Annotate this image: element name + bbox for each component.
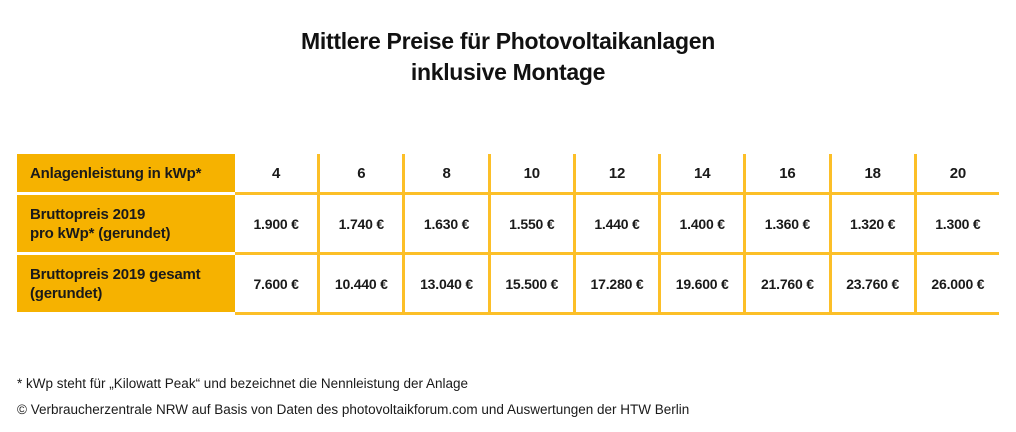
row-label-text-line2: (gerundet) [30,284,103,302]
price-per-kwp-cell: 1.550 € [490,195,573,252]
table-row-kwp: 4 6 8 10 12 14 16 18 20 [235,154,999,192]
row-label-text-line1: Bruttopreis 2019 [30,205,146,223]
total-price-cell: 17.280 € [575,255,659,312]
price-per-kwp-cell: 1.400 € [661,195,744,252]
row-label-bruttopreis-gesamt: Bruttopreis 2019 gesamt (gerundet) [17,255,235,312]
kwp-cell: 18 [831,154,914,192]
kwp-cell: 10 [490,154,573,192]
total-price-cell: 19.600 € [661,255,744,312]
table-row-preis-pro-kwp: 1.900 € 1.740 € 1.630 € 1.550 € 1.440 € … [235,195,999,252]
total-price-cell: 13.040 € [405,255,488,312]
table-data-area: 4 6 8 10 12 14 16 18 20 1.900 € 1.740 € … [235,154,999,315]
page-title: Mittlere Preise für Photovoltaikanlagen … [0,0,1016,88]
price-per-kwp-cell: 1.900 € [235,195,318,252]
total-price-cell: 21.760 € [746,255,829,312]
price-per-kwp-cell: 1.630 € [405,195,488,252]
total-price-cell: 10.440 € [320,255,403,312]
row-label-text-line2: pro kWp* (gerundet) [30,224,171,242]
total-price-cell: 7.600 € [235,255,318,312]
total-price-cell: 23.760 € [831,255,914,312]
row-label-text-line1: Bruttopreis 2019 gesamt [30,265,201,283]
price-per-kwp-cell: 1.300 € [916,195,999,252]
row-label-bruttopreis-pro-kwp: Bruttopreis 2019 pro kWp* (gerundet) [17,195,235,252]
kwp-cell: 8 [405,154,488,192]
kwp-cell: 12 [575,154,659,192]
kwp-cell: 4 [235,154,318,192]
price-per-kwp-cell: 1.320 € [831,195,914,252]
total-price-cell: 26.000 € [916,255,999,312]
table-row-preis-gesamt: 7.600 € 10.440 € 13.040 € 15.500 € 17.28… [235,255,999,312]
price-table: Anlagenleistung in kWp* Bruttopreis 2019… [17,154,999,315]
footnote-kwp-definition: * kWp steht für „Kilowatt Peak“ und beze… [17,376,469,391]
kwp-cell: 20 [916,154,999,192]
footnotes: * kWp steht für „Kilowatt Peak“ und beze… [17,375,1016,418]
kwp-cell: 16 [746,154,829,192]
price-per-kwp-cell: 1.740 € [320,195,403,252]
price-per-kwp-cell: 1.440 € [575,195,659,252]
price-per-kwp-cell: 1.360 € [746,195,829,252]
kwp-cell: 14 [661,154,744,192]
page-title-line2: inklusive Montage [410,59,606,85]
footnote-source-copyright: © Verbraucherzentrale NRW auf Basis von … [17,402,690,417]
total-price-cell: 15.500 € [490,255,573,312]
row-label-anlagenleistung: Anlagenleistung in kWp* [17,154,235,192]
kwp-cell: 6 [320,154,403,192]
page-title-line1: Mittlere Preise für Photovoltaikanlagen [301,28,715,54]
row-label-column: Anlagenleistung in kWp* Bruttopreis 2019… [17,154,235,315]
row-label-text: Anlagenleistung in kWp* [30,164,202,182]
